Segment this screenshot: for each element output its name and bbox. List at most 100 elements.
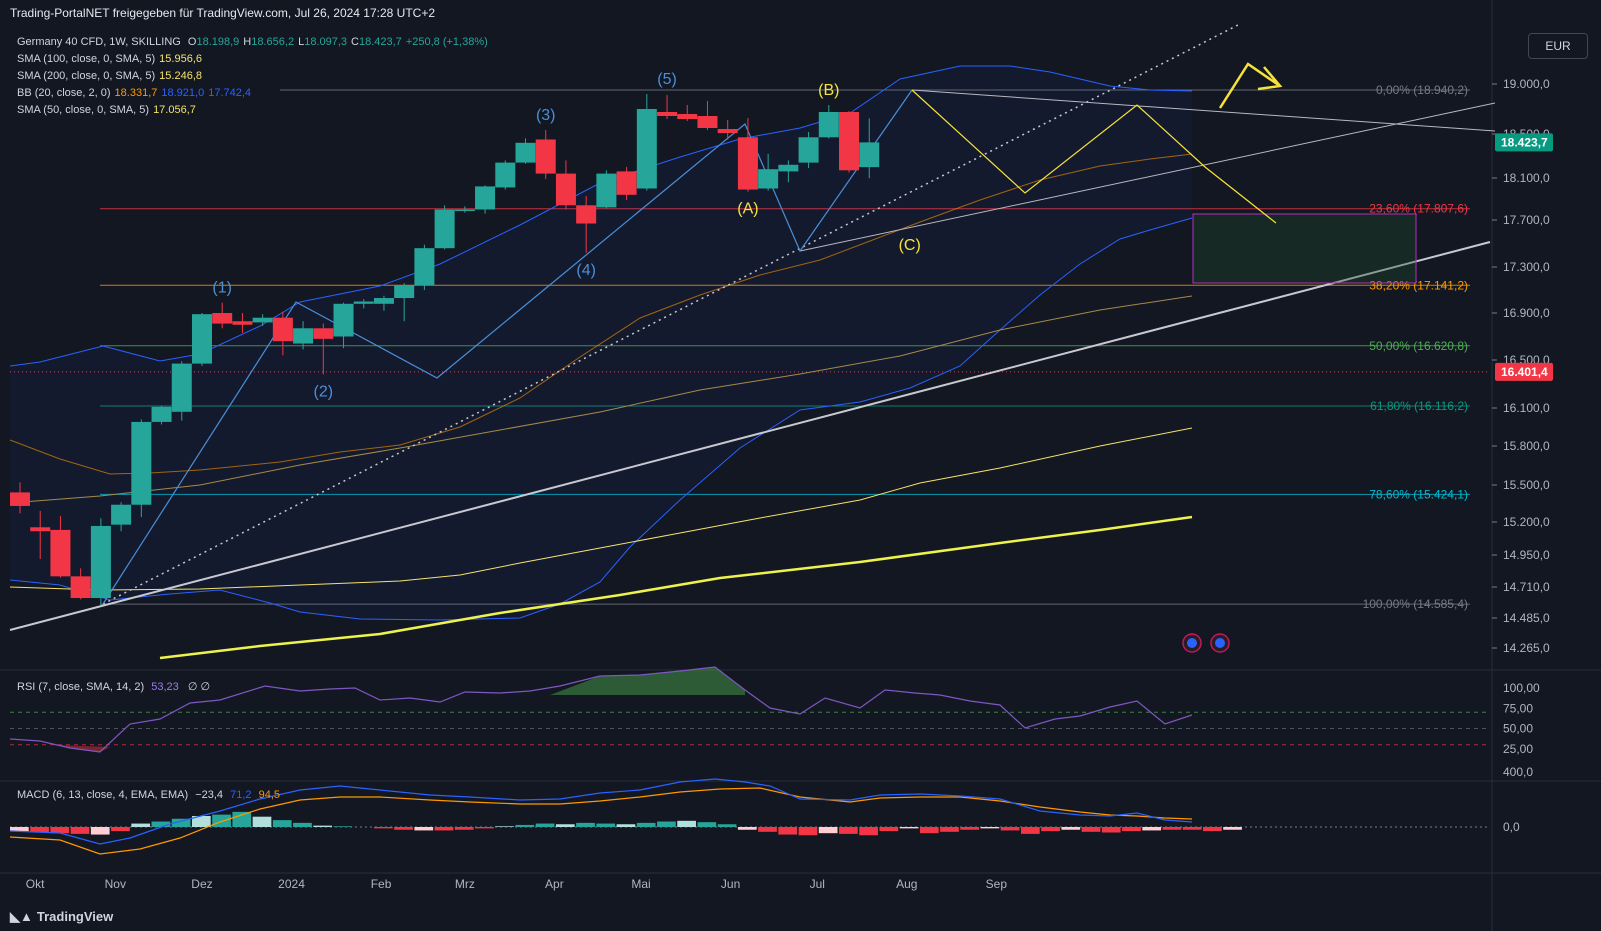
macd-histogram-bar bbox=[1101, 827, 1121, 833]
indicator-value: 15.246,8 bbox=[159, 70, 202, 82]
indicator-value: 18.921,0 bbox=[161, 87, 205, 99]
indicator-label: SMA (200, close, 0, SMA, 5) bbox=[17, 70, 156, 82]
candle-body bbox=[798, 137, 819, 163]
ohlc-item: H18.656,2 bbox=[243, 36, 294, 48]
currency-button[interactable]: EUR bbox=[1528, 33, 1588, 59]
price-tick-label: 15.800,0 bbox=[1503, 439, 1550, 453]
price-tick-label: 15.200,0 bbox=[1503, 515, 1550, 529]
macd-histogram-bar bbox=[535, 823, 555, 827]
macd-histogram-bar bbox=[778, 827, 798, 835]
ohlc-item: L18.097,3 bbox=[298, 36, 347, 48]
price-tick-label: 14.710,0 bbox=[1503, 580, 1550, 594]
price-tick-label: 19.000,0 bbox=[1503, 77, 1550, 91]
macd-histogram-bar bbox=[394, 827, 413, 830]
macd-tick-label: 400,0 bbox=[1503, 765, 1533, 779]
macd-histogram-bar bbox=[1202, 827, 1222, 832]
candle-body bbox=[131, 421, 152, 505]
macd-histogram-bar bbox=[1041, 827, 1060, 832]
last-price-badge bbox=[1495, 133, 1553, 152]
macd-histogram-bar bbox=[1182, 827, 1202, 830]
candle-body bbox=[333, 303, 354, 337]
macd-histogram-bar bbox=[1081, 827, 1101, 832]
time-axis-label: Feb bbox=[371, 877, 392, 891]
indicator-value: 17.056,7 bbox=[153, 104, 196, 116]
time-axis-label: Jul bbox=[810, 877, 825, 891]
macd-histogram-bar bbox=[1021, 827, 1040, 834]
rsi-tick-label: 100,00 bbox=[1503, 681, 1540, 695]
macd-histogram-bar bbox=[737, 827, 757, 830]
candle-body bbox=[111, 504, 132, 525]
macd-histogram-bar bbox=[677, 820, 696, 827]
rsi-extra: ∅ ∅ bbox=[187, 681, 211, 693]
price-tick-label: 14.265,0 bbox=[1503, 641, 1550, 655]
candle-body bbox=[434, 209, 455, 249]
macd-label: MACD (6, 13, close, 4, EMA, EMA) bbox=[17, 789, 189, 801]
macd-histogram-bar bbox=[859, 827, 878, 836]
event-marker-icon bbox=[1187, 638, 1197, 648]
footer-brand[interactable]: ◣▲ TradingView bbox=[10, 909, 113, 925]
macd-histogram-bar bbox=[555, 824, 575, 827]
macd-histogram-bar bbox=[596, 823, 616, 827]
dotted-trendline bbox=[102, 24, 1239, 605]
fib-level-label: 23,60% (17.807,6) bbox=[1369, 202, 1468, 216]
indicator-value: 15.956,6 bbox=[159, 53, 202, 65]
candle-body bbox=[293, 328, 314, 344]
candle-body bbox=[232, 321, 253, 325]
price-tick-label: 17.700,0 bbox=[1503, 213, 1550, 227]
price-tick-label: 16.100,0 bbox=[1503, 401, 1550, 415]
candle-body bbox=[697, 116, 718, 128]
candle-body bbox=[50, 529, 71, 577]
elliott-wave-label: (4) bbox=[576, 262, 596, 279]
macd-legend: MACD (6, 13, close, 4, EMA, EMA) −23,4 7… bbox=[17, 789, 280, 801]
macd-histogram-bar bbox=[272, 820, 292, 827]
macd-histogram-bar bbox=[70, 827, 90, 834]
descending-resistance-line bbox=[911, 89, 1496, 132]
projection-arrowhead bbox=[1257, 66, 1283, 91]
target-zone-box bbox=[1192, 213, 1417, 284]
fib-level-label: 61,80% (16.116,2) bbox=[1370, 399, 1468, 413]
candle-body bbox=[90, 525, 111, 599]
macd-histogram-bar bbox=[434, 827, 454, 831]
candle-body bbox=[272, 317, 293, 342]
indicator-label: SMA (100, close, 0, SMA, 5) bbox=[17, 53, 156, 65]
macd-histogram-bar bbox=[616, 824, 636, 827]
macd-histogram-bar bbox=[191, 816, 211, 827]
fib-level-label: 0,00% (18.940,2) bbox=[1376, 83, 1468, 97]
elliott-wave-label: (B) bbox=[818, 82, 839, 99]
ohlc-values: O18.198,9 H18.656,2 L18.097,3 C18.423,7 +250… bbox=[184, 36, 488, 48]
candle-body bbox=[212, 313, 233, 324]
candle-body bbox=[353, 301, 374, 304]
candle-body bbox=[778, 164, 799, 172]
macd-histogram-bar bbox=[313, 825, 333, 827]
macd-line bbox=[9, 778, 1193, 845]
macd-histogram-bar bbox=[839, 827, 858, 834]
macd-histogram-bar bbox=[1223, 827, 1242, 830]
macd-histogram-bar bbox=[879, 827, 899, 832]
candle-body bbox=[373, 298, 394, 304]
candle-body bbox=[191, 314, 212, 364]
elliott-impulse-wave-line bbox=[102, 89, 913, 605]
macd-histogram-bar bbox=[475, 827, 494, 829]
time-axis-label: Mai bbox=[631, 877, 650, 891]
rsi-oversold-fill bbox=[55, 745, 110, 752]
ohlc-item: O18.198,9 bbox=[188, 36, 239, 48]
corrective-abc-wave-line bbox=[911, 89, 1277, 224]
ohlc-value: 18.097,3 bbox=[304, 36, 348, 48]
candle-body bbox=[313, 328, 334, 339]
ohlc-value: 18.423,7 bbox=[358, 36, 402, 48]
macd-histogram-bar bbox=[940, 827, 959, 832]
candle-body bbox=[839, 112, 860, 171]
time-axis-label: Nov bbox=[105, 877, 126, 891]
candle-body bbox=[818, 112, 839, 138]
elliott-wave-label: (C) bbox=[899, 237, 921, 254]
indicator-label: SMA (50, close, 0, SMA, 5) bbox=[17, 104, 150, 116]
candle-body bbox=[576, 205, 597, 224]
indicator-value: 17.742,4 bbox=[208, 87, 252, 99]
ohlc-item: C18.423,7 bbox=[351, 36, 402, 48]
candle-body bbox=[171, 363, 192, 412]
price-tick-label: 15.500,0 bbox=[1503, 478, 1550, 492]
indicator-label: BB (20, close, 2, 0) bbox=[17, 87, 111, 99]
candle-body bbox=[657, 112, 678, 116]
time-axis-label: Sep bbox=[986, 877, 1008, 891]
